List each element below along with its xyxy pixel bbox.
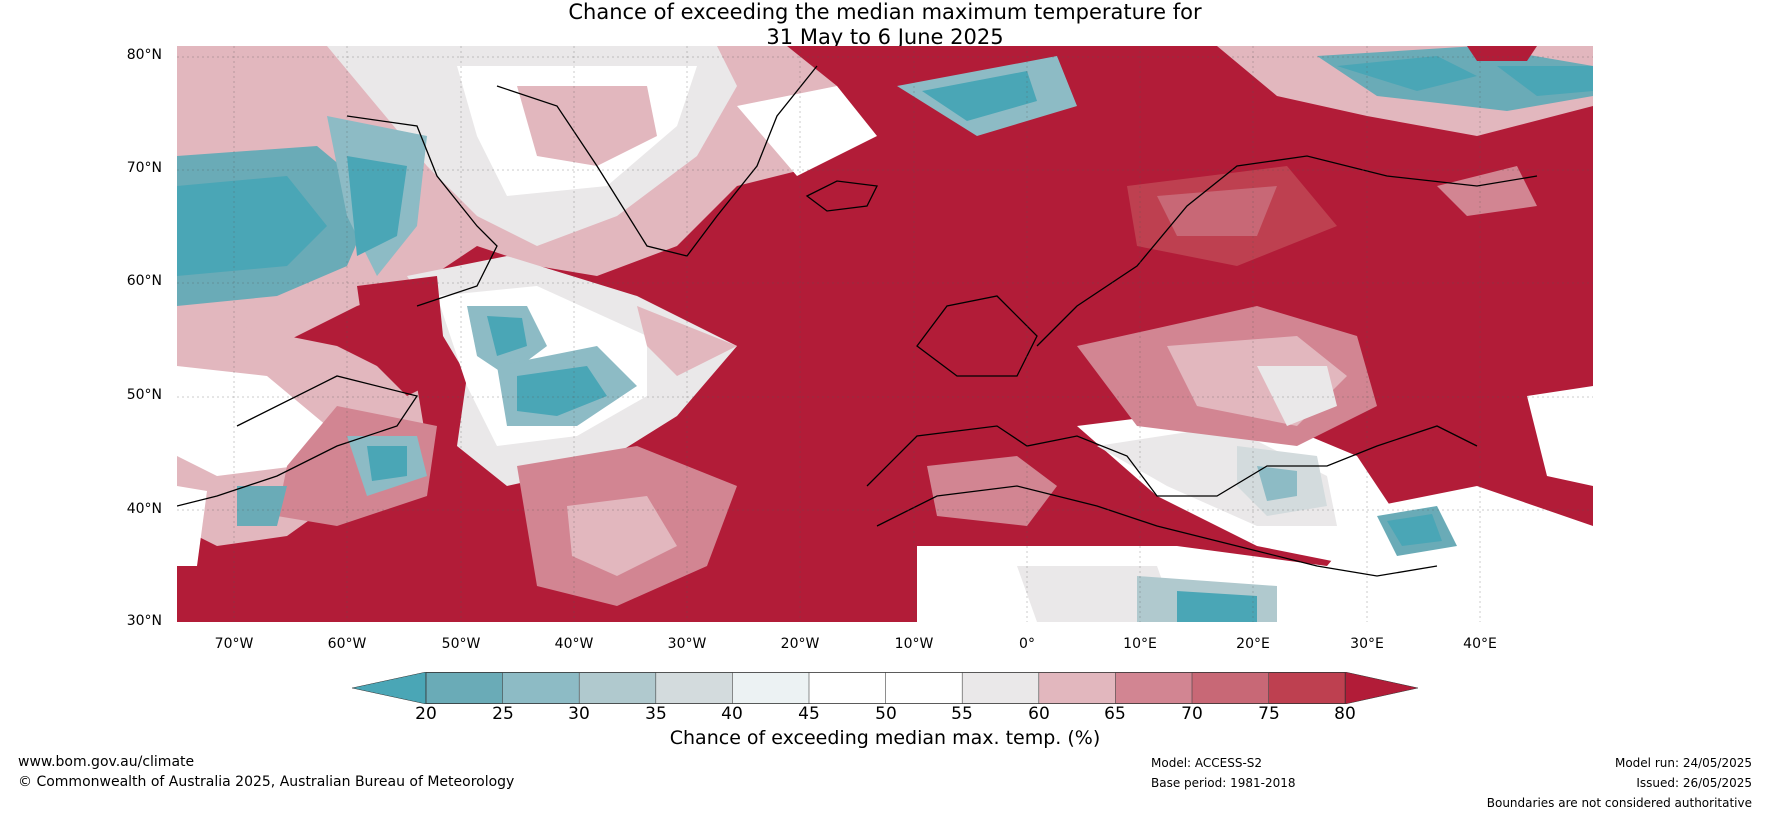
lat-label-70n: 70°N (126, 160, 162, 176)
colorbar-tick-55: 55 (951, 704, 973, 724)
lat-label-50n: 50°N (126, 387, 162, 403)
region-north-america (177, 326, 437, 566)
colorbar-bin (962, 672, 1039, 704)
boundaries-disclaimer: Boundaries are not considered authoritat… (1486, 796, 1752, 810)
colorbar-bin (1115, 672, 1192, 704)
lon-label-50w: 50°W (441, 636, 481, 652)
colorbar (351, 671, 1419, 705)
colorbar-tick-35: 35 (645, 704, 667, 724)
lon-label-60w: 60°W (327, 636, 367, 652)
lat-label-60n: 60°N (126, 273, 162, 289)
lat-label-80n: 80°N (126, 47, 162, 63)
colorbar-tick-50: 50 (875, 704, 897, 724)
colorbar-label: Chance of exceeding median max. temp. (%… (669, 727, 1101, 749)
colorbar-bin (732, 672, 809, 704)
lon-label-30e: 30°E (1350, 636, 1384, 652)
lon-label-20w: 20°W (780, 636, 820, 652)
colorbar-bin (809, 672, 886, 704)
colorbar-tick-25: 25 (492, 704, 514, 724)
region-mid-atlantic (357, 256, 737, 486)
colorbar-tick-20: 20 (415, 704, 437, 724)
website-link[interactable]: www.bom.gov.au/climate (18, 754, 195, 770)
map-canvas (177, 46, 1593, 622)
coast-north-africa (876, 485, 1438, 577)
graticule (177, 46, 1593, 622)
colorbar-tick-60: 60 (1028, 704, 1050, 724)
map-title: Chance of exceeding the median maximum t… (0, 0, 1770, 50)
title-line-2: 31 May to 6 June 2025 (766, 25, 1004, 49)
coast-labrador (346, 115, 498, 307)
base-period: Base period: 1981-2018 (1151, 776, 1296, 790)
colorbar-tick-80: 80 (1334, 704, 1356, 724)
lon-label-70w: 70°W (214, 636, 254, 652)
colorbar-tick-65: 65 (1104, 704, 1126, 724)
colorbar-tick-75: 75 (1258, 704, 1280, 724)
region-svalbard-strip (897, 46, 1593, 136)
colorbar-tick-70: 70 (1181, 704, 1203, 724)
colorbar-tick-45: 45 (798, 704, 820, 724)
lon-label-40w: 40°W (554, 636, 594, 652)
lon-label-10e: 10°E (1123, 636, 1157, 652)
lon-label-30w: 30°W (667, 636, 707, 652)
region-greenland-arctic (177, 46, 877, 356)
colorbar-bin (1192, 672, 1269, 704)
model-name: Model: ACCESS-S2 (1151, 756, 1263, 770)
lat-label-30n: 30°N (126, 613, 162, 629)
coast-iceland (805, 180, 878, 212)
anomaly-map (177, 46, 1593, 622)
coast-southern-europe (866, 425, 1478, 497)
colorbar-tick-30: 30 (568, 704, 590, 724)
colorbar-bin (579, 672, 656, 704)
title-line-1: Chance of exceeding the median maximum t… (568, 0, 1202, 24)
coast-north-america (177, 375, 419, 507)
region-eastern-europe (1077, 166, 1593, 486)
colorbar-bin (1268, 672, 1346, 704)
colorbar-tick-40: 40 (721, 704, 743, 724)
coast-british-isles (916, 295, 1038, 377)
colorbar-bin (426, 672, 503, 704)
region-south-atlantic (517, 446, 737, 606)
colorbar-bin (1038, 672, 1116, 704)
lon-label-40e: 40°E (1463, 636, 1497, 652)
colorbar-graphic (351, 671, 1419, 705)
lon-label-0: 0° (1019, 636, 1035, 652)
coast-scandinavia (1036, 155, 1538, 347)
colorbar-bin (502, 672, 580, 704)
issued-date: Issued: 26/05/2025 (1636, 776, 1752, 790)
colorbar-extend-low (351, 671, 427, 705)
model-run-date: Model run: 24/05/2025 (1614, 756, 1752, 770)
region-mediterranean (917, 406, 1593, 622)
lat-label-40n: 40°N (126, 501, 162, 517)
colorbar-bin (655, 672, 733, 704)
lon-label-10w: 10°W (894, 636, 934, 652)
colorbar-extend-high (1344, 671, 1419, 705)
colorbar-bin (885, 672, 963, 704)
lon-label-20e: 20°E (1236, 636, 1270, 652)
copyright-text: © Commonwealth of Australia 2025, Austra… (18, 774, 515, 790)
